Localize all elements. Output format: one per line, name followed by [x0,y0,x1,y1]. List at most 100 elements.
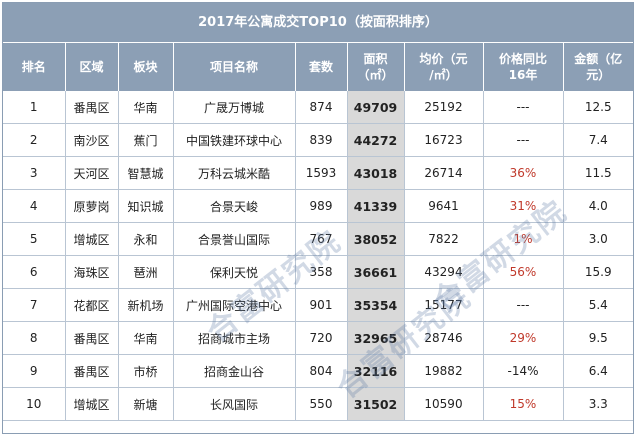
header-price-line2: /㎡） [429,68,458,82]
cell-district: 增城区 [65,387,119,421]
cell-area: 32116 [347,354,405,388]
table-row: 1 番禺区 华南 广晟万博城 874 49709 25192 --- 12.5 [3,91,633,124]
cell-yoy: 56% [483,255,564,289]
cell-district: 原萝岗 [65,189,119,223]
table-frame: 2017年公寓成交TOP10（按面积排序） 排名 区域 板块 项目名称 套数 面… [2,2,634,434]
cell-project: 长风国际 [173,387,296,421]
cell-units: 874 [295,91,348,124]
cell-price: 26714 [404,156,484,190]
cell-area: 44272 [347,123,405,157]
cell-block: 市桥 [118,354,174,388]
table-row: 2 南沙区 蕉门 中国铁建环球中心 839 44272 16723 --- 7.4 [3,123,633,157]
cell-district: 番禺区 [65,354,119,388]
table-row: 10 增城区 新塘 长风国际 550 31502 10590 15% 3.3 [3,387,633,421]
cell-price: 10590 [404,387,484,421]
cell-yoy: --- [483,123,564,157]
cell-district: 增城区 [65,222,119,256]
header-project: 项目名称 [173,43,296,91]
cell-rank: 10 [3,387,66,421]
cell-district: 番禺区 [65,91,119,124]
header-yoy: 价格同比 16年 [483,43,564,91]
cell-yoy: -14% [483,354,564,388]
header-block: 板块 [118,43,174,91]
cell-area: 36661 [347,255,405,289]
cell-rank: 8 [3,321,66,355]
cell-units: 839 [295,123,348,157]
cell-units: 901 [295,288,348,322]
cell-amount: 9.5 [563,321,633,355]
table-row: 6 海珠区 琶洲 保利天悦 358 36661 43294 56% 15.9 [3,255,633,289]
cell-yoy: 36% [483,156,564,190]
header-district: 区域 [65,43,119,91]
cell-units: 550 [295,387,348,421]
table-row: 5 增城区 永和 合景誉山国际 767 38052 7822 1% 3.0 [3,222,633,256]
header-rank: 排名 [3,43,66,91]
cell-area: 38052 [347,222,405,256]
cell-units: 767 [295,222,348,256]
cell-units: 1593 [295,156,348,190]
cell-block: 蕉门 [118,123,174,157]
cell-project: 合景誉山国际 [173,222,296,256]
cell-project: 广州国际空港中心 [173,288,296,322]
cell-block: 琶洲 [118,255,174,289]
cell-amount: 7.4 [563,123,633,157]
cell-block: 华南 [118,91,174,124]
cell-rank: 1 [3,91,66,124]
header-amount: 金额（亿元） [563,43,633,91]
ranking-table: 排名 区域 板块 项目名称 套数 面积 （㎡） 均价（元 /㎡） 价格同比 16年 金… [3,43,633,421]
cell-rank: 9 [3,354,66,388]
table-row: 9 番禺区 市桥 招商金山谷 804 32116 19882 -14% 6.4 [3,354,633,388]
cell-price: 15177 [404,288,484,322]
table-row: 8 番禺区 华南 招商城市主场 720 32965 28746 29% 9.5 [3,321,633,355]
cell-district: 天河区 [65,156,119,190]
cell-price: 25192 [404,91,484,124]
cell-yoy: 1% [483,222,564,256]
header-price-line1: 均价（元 [419,52,468,66]
cell-units: 720 [295,321,348,355]
cell-yoy: 29% [483,321,564,355]
cell-block: 智慧城 [118,156,174,190]
cell-project: 招商金山谷 [173,354,296,388]
header-price: 均价（元 /㎡） [404,43,484,91]
cell-units: 804 [295,354,348,388]
cell-price: 43294 [404,255,484,289]
header-units: 套数 [295,43,348,91]
cell-units: 358 [295,255,348,289]
table-row: 3 天河区 智慧城 万科云城米酷 1593 43018 26714 36% 11.5 [3,156,633,190]
header-yoy-line1: 价格同比 [498,52,547,66]
table-title: 2017年公寓成交TOP10（按面积排序） [3,3,633,43]
table-row: 7 花都区 新机场 广州国际空港中心 901 35354 15177 --- 5.4 [3,288,633,322]
cell-block: 新塘 [118,387,174,421]
cell-price: 19882 [404,354,484,388]
header-area: 面积 （㎡） [347,43,405,91]
cell-area: 41339 [347,189,405,223]
cell-block: 华南 [118,321,174,355]
cell-rank: 5 [3,222,66,256]
cell-project: 合景天峻 [173,189,296,223]
header-amount-line1: 金额（亿 [574,52,623,66]
header-row: 排名 区域 板块 项目名称 套数 面积 （㎡） 均价（元 /㎡） 价格同比 16年 金… [3,43,633,91]
cell-project: 中国铁建环球中心 [173,123,296,157]
cell-block: 知识城 [118,189,174,223]
header-area-line2: （㎡） [357,68,394,82]
cell-yoy: --- [483,288,564,322]
cell-units: 989 [295,189,348,223]
cell-rank: 7 [3,288,66,322]
cell-price: 7822 [404,222,484,256]
cell-amount: 6.4 [563,354,633,388]
cell-district: 南沙区 [65,123,119,157]
cell-price: 9641 [404,189,484,223]
cell-yoy: --- [483,91,564,124]
cell-project: 招商城市主场 [173,321,296,355]
cell-project: 万科云城米酷 [173,156,296,190]
cell-area: 32965 [347,321,405,355]
cell-amount: 12.5 [563,91,633,124]
cell-amount: 3.0 [563,222,633,256]
cell-rank: 6 [3,255,66,289]
cell-rank: 2 [3,123,66,157]
cell-amount: 3.3 [563,387,633,421]
cell-block: 永和 [118,222,174,256]
cell-project: 保利天悦 [173,255,296,289]
table-row: 4 原萝岗 知识城 合景天峻 989 41339 9641 31% 4.0 [3,189,633,223]
header-amount-line2: 元） [586,68,611,82]
